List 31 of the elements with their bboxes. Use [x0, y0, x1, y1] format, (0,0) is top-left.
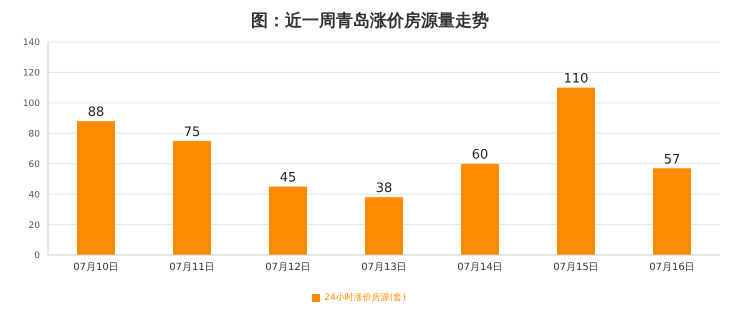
y-tick-label: 120 [22, 68, 40, 79]
bar [653, 168, 691, 255]
data-label: 75 [184, 124, 200, 140]
data-label: 45 [280, 170, 296, 186]
bar [173, 140, 211, 255]
x-tick-label: 07月10日 [73, 262, 119, 274]
bar [269, 186, 307, 255]
y-tick-label: 140 [22, 38, 40, 48]
chart-title: 图：近一周青岛涨价房源量走势 [250, 10, 490, 33]
data-label: 110 [564, 72, 588, 87]
y-tick-label: 100 [22, 99, 40, 110]
data-label: 57 [664, 152, 680, 168]
data-label: 38 [376, 181, 392, 196]
legend-label: 24小时涨价房源(套) [324, 293, 406, 303]
x-tick-label: 07月15日 [553, 262, 599, 274]
y-tick-label: 40 [28, 190, 40, 200]
y-tick-label: 20 [28, 220, 40, 231]
data-label: 88 [88, 105, 104, 120]
y-tick-label: 0 [34, 251, 40, 262]
bar [77, 121, 115, 255]
bar [461, 164, 499, 255]
x-tick-label: 07月11日 [169, 262, 215, 274]
bar [365, 197, 403, 255]
data-label: 60 [472, 148, 488, 163]
y-tick-label: 60 [28, 160, 40, 170]
bar [557, 88, 595, 255]
x-tick-label: 07月12日 [265, 262, 311, 274]
y-tick-label: 80 [28, 129, 40, 140]
x-tick-label: 07月13日 [361, 262, 407, 274]
x-tick-label: 07月14日 [457, 262, 503, 274]
x-tick-label: 07月16日 [649, 262, 695, 274]
